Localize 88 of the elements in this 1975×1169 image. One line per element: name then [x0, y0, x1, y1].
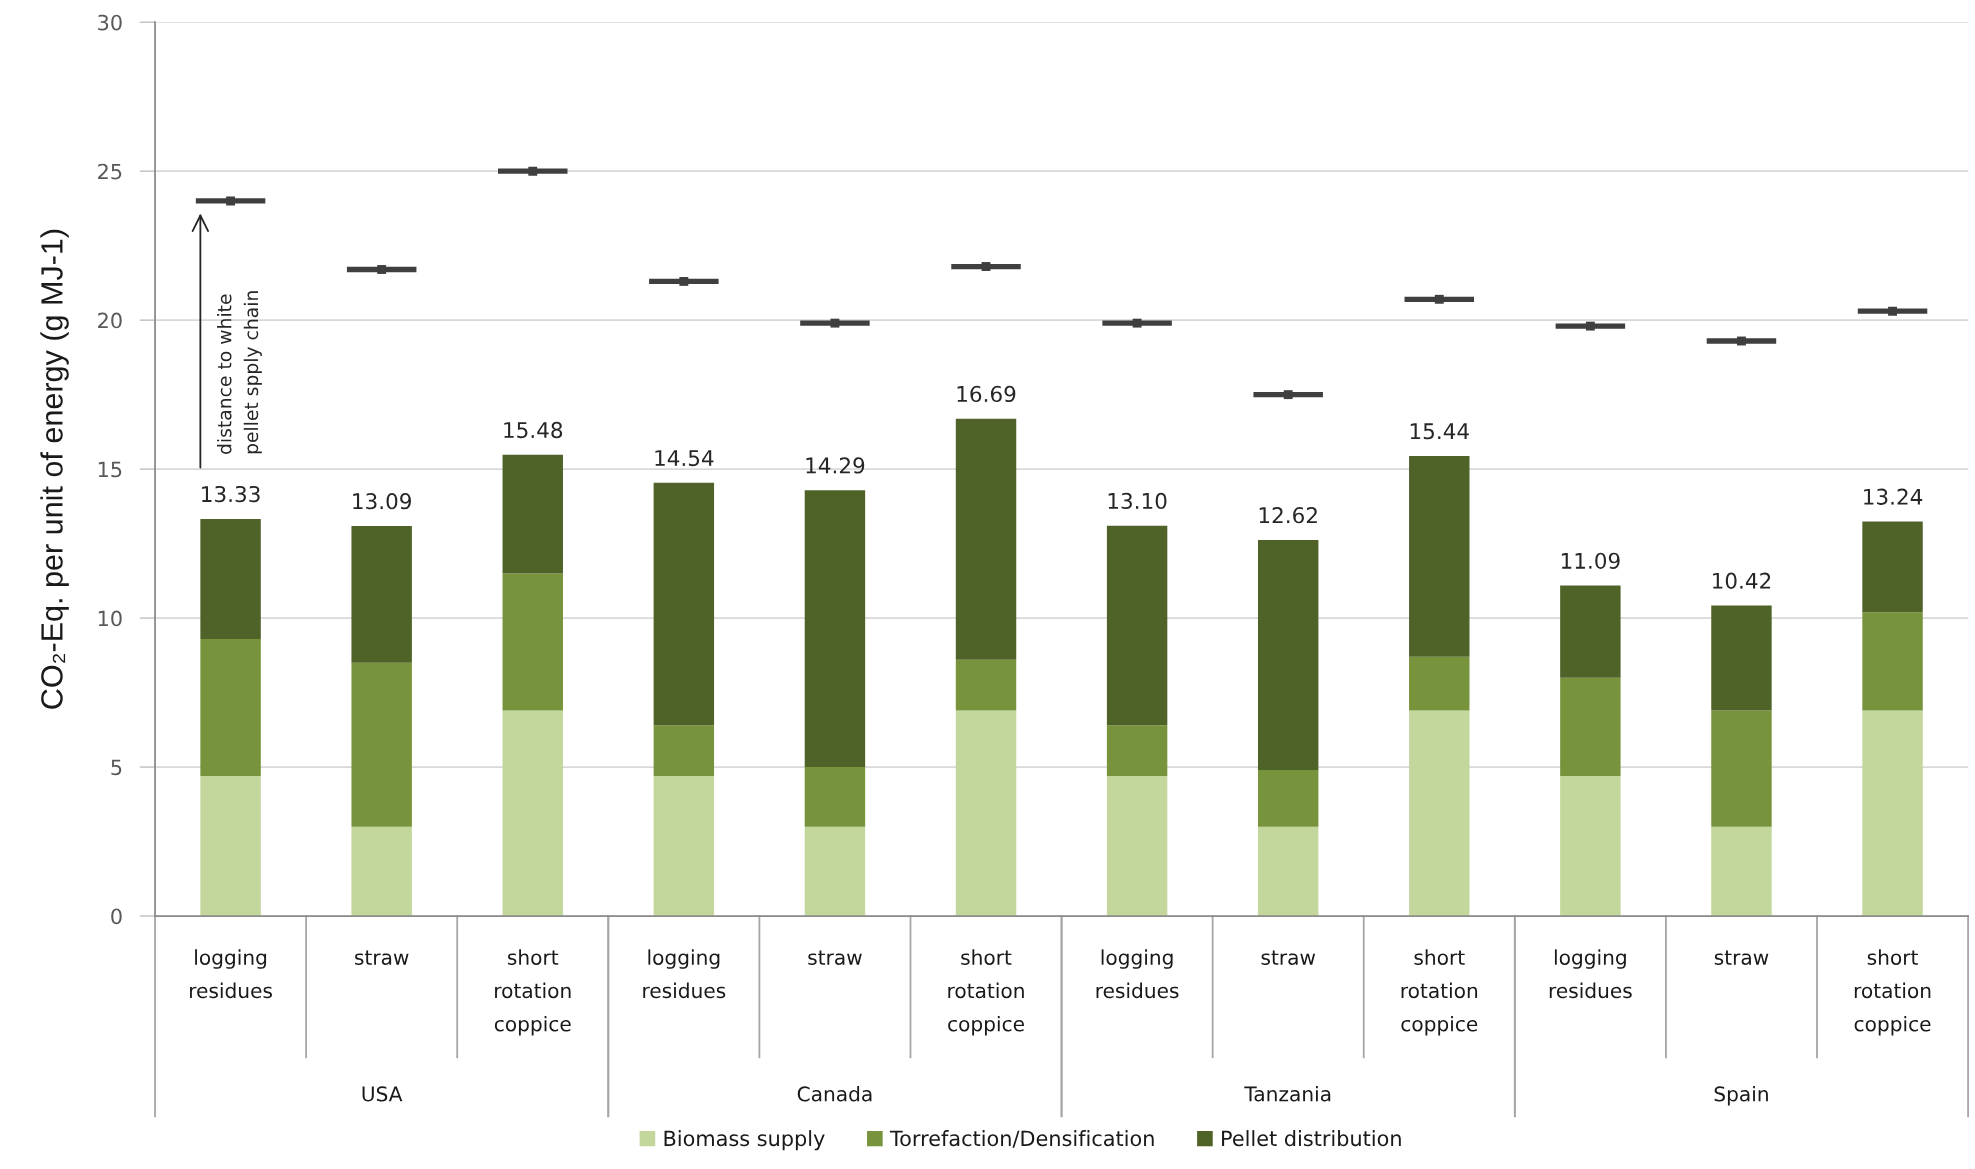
bar: [1560, 585, 1621, 678]
total-label: 11.09: [1561, 552, 1620, 569]
y-tick-label: 20: [98, 312, 122, 329]
x-tick-label: short rotation coppice: [1401, 949, 1478, 1036]
x-tick-label: logging residues: [643, 949, 726, 999]
y-tick-label: 5: [111, 759, 122, 776]
y-tick-label: 0: [111, 908, 122, 925]
bar: [804, 826, 866, 917]
bar: [955, 418, 1017, 660]
legend-label: Torrefaction/Densification: [889, 1130, 1154, 1148]
bar: [1560, 776, 1621, 917]
bar: [502, 710, 563, 917]
bar: [1257, 770, 1319, 827]
point: [226, 196, 236, 206]
y-tick-label: 10: [98, 610, 122, 627]
bar: [1106, 525, 1168, 726]
bar: [1409, 710, 1470, 917]
y-axis-title: CO₂-Eq. per unit of energy (g MJ-1): [40, 229, 69, 709]
point: [679, 276, 689, 286]
legend-label: Pellet distribution: [1222, 1130, 1401, 1147]
point: [981, 262, 991, 271]
x-tick-label: logging residues: [190, 949, 272, 999]
bar: [1106, 725, 1168, 776]
bar: [653, 482, 715, 726]
x-tick-label: straw: [1714, 950, 1769, 965]
bar: [1106, 776, 1168, 917]
annotation: distance to white pellet spply chain: [217, 291, 262, 454]
total-label: 13.10: [1108, 492, 1167, 510]
total-label: 13.33: [202, 485, 260, 503]
x-tick-label: short rotation coppice: [948, 949, 1024, 1036]
bar: [1711, 605, 1772, 711]
bar: [1862, 521, 1923, 613]
bar: [1257, 826, 1319, 917]
text: Spain: [1714, 1085, 1768, 1106]
bar: [1711, 710, 1772, 827]
bar: [804, 767, 866, 827]
bar: [1409, 456, 1470, 657]
x-tick-label: straw: [355, 950, 409, 965]
point: [1585, 321, 1595, 331]
bar: [1560, 677, 1621, 776]
bar: [1862, 612, 1923, 711]
bar: [955, 710, 1017, 917]
total-label: 15.44: [1410, 423, 1469, 440]
point: [1132, 318, 1142, 328]
bar: [200, 518, 261, 639]
bar: [351, 526, 412, 663]
total-label: 13.09: [353, 493, 411, 510]
total-label: 14.29: [806, 457, 865, 474]
x-tick-label: straw: [1261, 950, 1316, 965]
bar: [502, 454, 563, 574]
bar: [804, 490, 866, 768]
text: Tanzania: [1244, 1085, 1331, 1102]
bar: [653, 776, 715, 917]
point: [377, 265, 387, 274]
point: [1283, 390, 1293, 400]
bar: [200, 776, 261, 917]
total-label: 15.48: [504, 421, 563, 439]
x-tick-label: logging residues: [1549, 949, 1632, 999]
bar: [502, 573, 563, 711]
bar: [1257, 540, 1319, 771]
bar: [351, 662, 412, 827]
x-tick-label: logging residues: [1096, 949, 1179, 999]
y-tick-label: 30: [98, 14, 122, 31]
legend-label: Biomass supply: [664, 1130, 825, 1151]
bar: [200, 638, 261, 776]
bar: [955, 659, 1017, 711]
bar: [1711, 826, 1772, 917]
total-label: 10.42: [1713, 572, 1771, 589]
y-tick-label: 25: [98, 163, 122, 180]
total-label: 12.62: [1259, 507, 1317, 524]
bar: [1409, 656, 1470, 711]
text: Canada: [797, 1085, 872, 1102]
bar: [1862, 710, 1923, 917]
bar: [351, 826, 412, 917]
total-label: 13.24: [1864, 488, 1923, 505]
x-tick-label: short rotation coppice: [494, 949, 571, 1036]
point: [1888, 306, 1897, 316]
point: [1434, 294, 1444, 304]
x-tick-label: short rotation coppice: [1854, 949, 1931, 1036]
total-label: 16.69: [957, 385, 1016, 403]
x-tick-label: straw: [808, 950, 862, 965]
bar: [653, 725, 715, 776]
point: [1737, 336, 1746, 346]
y-tick-label: 15: [98, 461, 122, 478]
point: [830, 318, 840, 328]
point: [528, 166, 538, 176]
text: USA: [362, 1086, 403, 1102]
total-label: 14.54: [655, 450, 714, 467]
